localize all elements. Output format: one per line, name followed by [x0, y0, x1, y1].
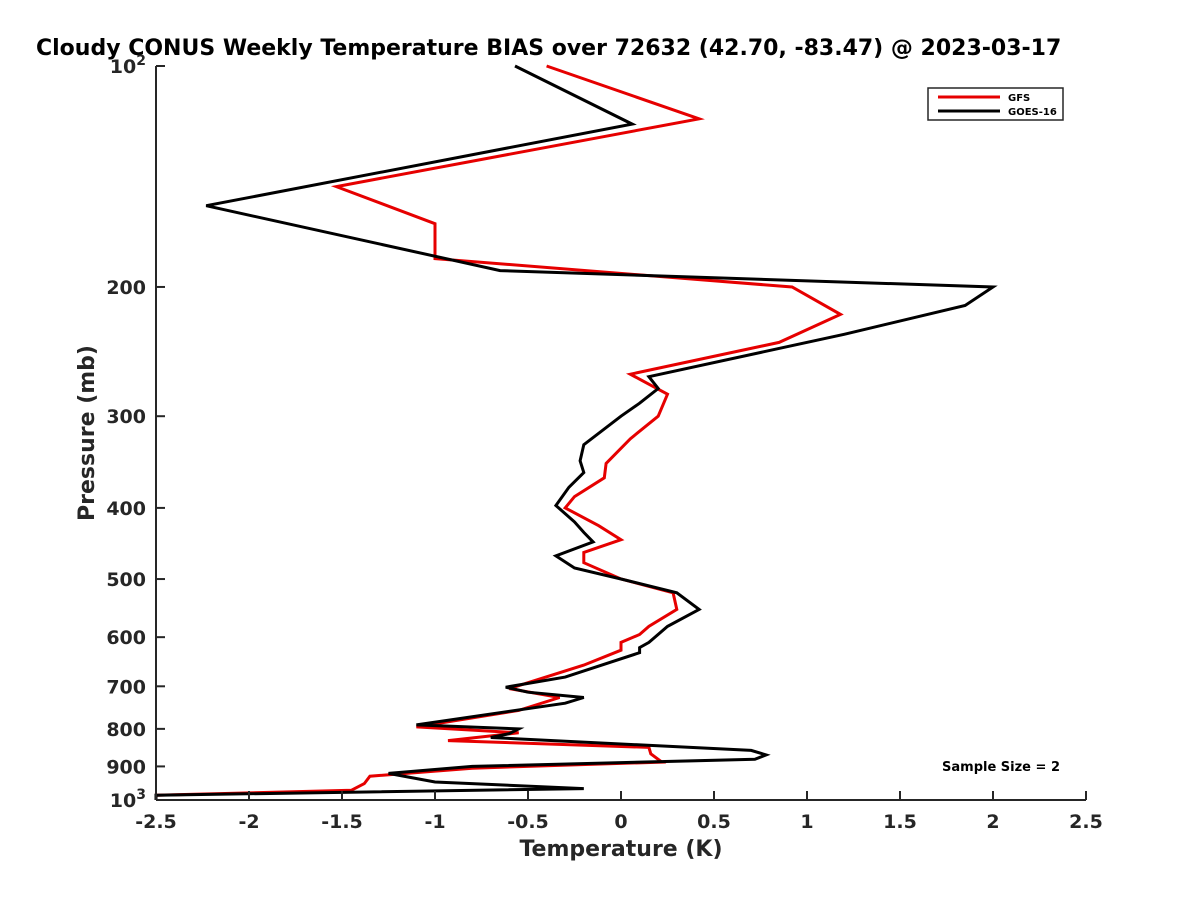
y-tick-label: 400 — [106, 498, 146, 520]
y-tick-label: 500 — [106, 569, 146, 591]
x-tick-label: 0.5 — [697, 811, 731, 833]
x-tick-label: 1 — [800, 811, 813, 833]
x-tick-label: 1.5 — [883, 811, 917, 833]
x-tick-label: -0.5 — [507, 811, 549, 833]
x-tick-label: -2.5 — [135, 811, 177, 833]
chart-title: Cloudy CONUS Weekly Temperature BIAS ove… — [36, 36, 1061, 61]
y-tick-label: 200 — [106, 277, 146, 299]
series-line-gfs — [154, 64, 844, 800]
x-axis-ticks: -2.5 -2 -1.5 -1 -0.5 0 0.5 1 1.5 2 2.5 — [135, 791, 1103, 833]
y-tick-label: 102 — [110, 53, 146, 78]
x-tick-label: 0 — [614, 811, 627, 833]
plot-area — [154, 64, 998, 800]
sample-size-annotation: Sample Size = 2 — [942, 760, 1060, 775]
y-tick-label: 103 — [110, 787, 146, 812]
series-line-goes-16 — [154, 64, 998, 800]
x-tick-label: 2 — [986, 811, 999, 833]
legend-label: GOES-16 — [1008, 107, 1057, 118]
y-tick-label: 300 — [106, 406, 146, 428]
y-tick-label: 600 — [106, 627, 146, 649]
y-tick-label: 700 — [106, 676, 146, 698]
x-tick-label: 2.5 — [1069, 811, 1103, 833]
x-tick-label: -2 — [238, 811, 259, 833]
y-axis-ticks: 102 200 300 400 500 600 700 800 900 103 — [106, 53, 165, 812]
legend: GFS GOES-16 — [927, 87, 1064, 121]
x-tick-label: -1.5 — [321, 811, 363, 833]
y-axis-label: Pressure (mb) — [75, 345, 100, 521]
legend-box — [927, 87, 1064, 121]
legend-label: GFS — [1008, 93, 1030, 104]
x-tick-label: -1 — [424, 811, 445, 833]
x-axis-label: Temperature (K) — [519, 837, 722, 862]
y-tick-label: 900 — [106, 756, 146, 778]
y-tick-label: 800 — [106, 719, 146, 741]
